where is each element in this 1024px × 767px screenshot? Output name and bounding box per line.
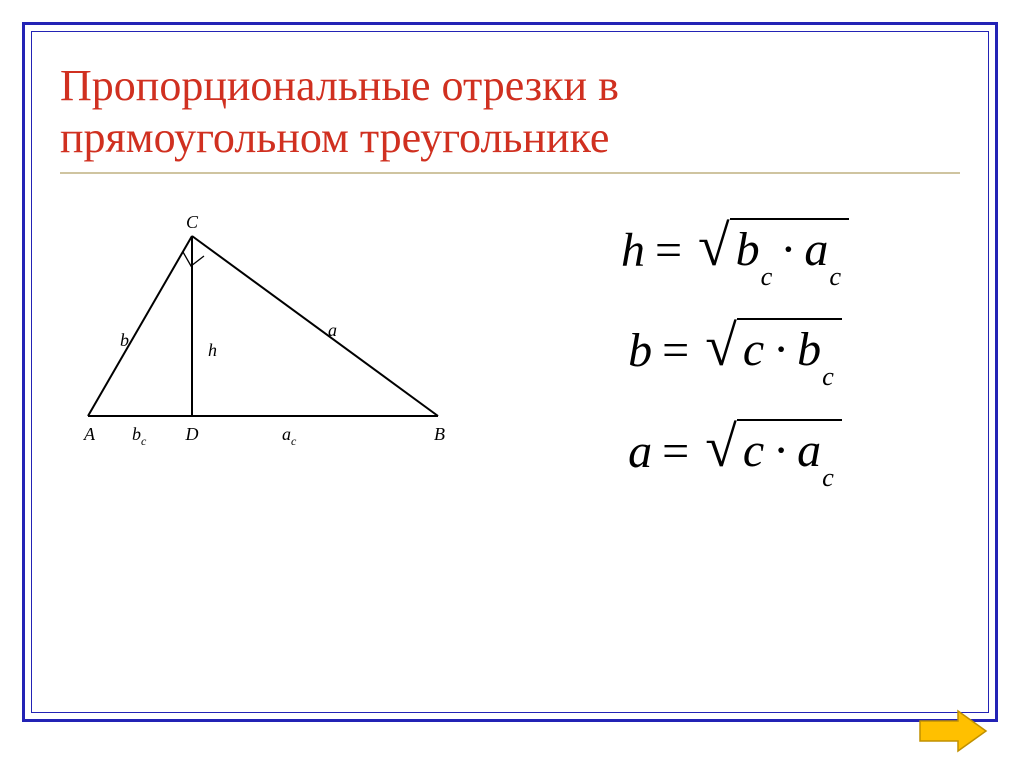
formula-a-lhs: a [628, 424, 652, 479]
sqrt-icon: √ c · bc [705, 318, 842, 383]
formula-b: b = √ c · bc [510, 318, 960, 383]
side-label-h: h [208, 340, 217, 360]
formula-list: h = √ bc · ac b = √ [480, 186, 960, 520]
proj-label-ac: ac [282, 424, 297, 448]
slide-title: Пропорциональные отрезки в прямоугольном… [60, 60, 960, 164]
proj-label-bc: bc [132, 424, 147, 448]
vertex-label-D: D [185, 424, 199, 444]
arrow-right-icon [918, 709, 988, 753]
inner-frame: Пропорциональные отрезки в прямоугольном… [31, 31, 989, 713]
vertex-label-B: B [434, 424, 445, 444]
side-label-b: b [120, 330, 129, 350]
formula-b-lhs: b [628, 323, 652, 378]
side-label-a: a [328, 320, 337, 340]
formula-a: a = √ c · ac [510, 419, 960, 484]
title-underline [60, 172, 960, 174]
sqrt-icon: √ bc · ac [698, 218, 849, 283]
content-area: C A B D b a h bc ac [60, 186, 960, 520]
title-line-2: прямоугольном треугольнике [60, 113, 609, 162]
title-line-1: Пропорциональные отрезки в [60, 61, 619, 110]
formula-h-lhs: h [621, 223, 645, 278]
next-arrow-button[interactable] [918, 709, 988, 753]
formula-h: h = √ bc · ac [510, 218, 960, 283]
vertex-label-A: A [83, 424, 96, 444]
vertex-label-C: C [186, 212, 199, 232]
triangle-svg: C A B D b a h bc ac [60, 206, 470, 466]
sqrt-icon: √ c · ac [705, 419, 842, 484]
outer-frame: Пропорциональные отрезки в прямоугольном… [22, 22, 998, 722]
triangle-diagram: C A B D b a h bc ac [60, 186, 480, 471]
